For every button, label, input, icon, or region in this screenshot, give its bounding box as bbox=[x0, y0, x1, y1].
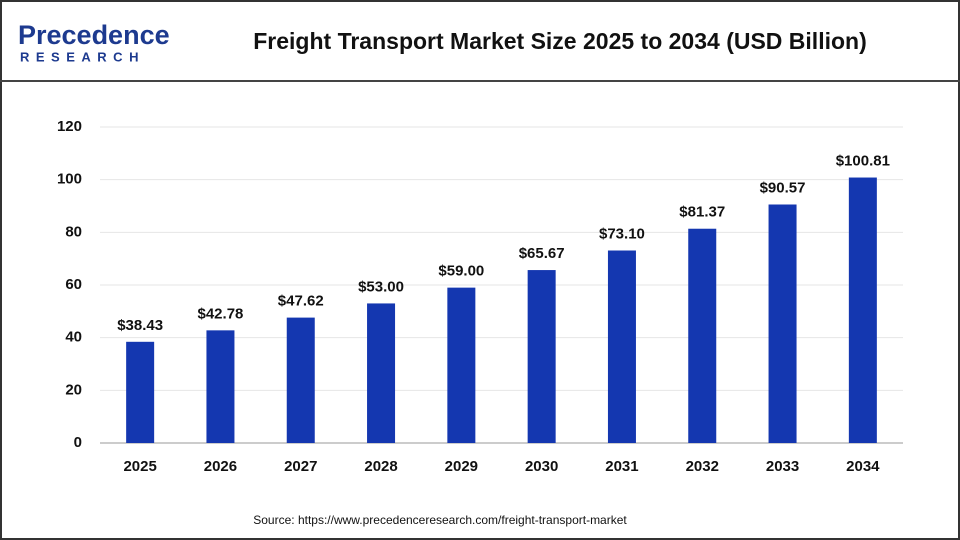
logo-tagline: RESEARCH bbox=[20, 49, 145, 64]
data-label: $47.62 bbox=[278, 293, 324, 310]
x-tick-label: 2032 bbox=[686, 458, 719, 475]
x-tick-label: 2028 bbox=[364, 458, 397, 475]
data-label: $73.10 bbox=[599, 225, 645, 242]
x-tick-label: 2025 bbox=[123, 458, 156, 475]
bar bbox=[447, 287, 476, 443]
chart-title: Freight Transport Market Size 2025 to 20… bbox=[253, 28, 867, 54]
data-label: $65.67 bbox=[519, 245, 565, 262]
bar bbox=[848, 177, 877, 443]
y-tick-label: 20 bbox=[65, 381, 82, 398]
bar bbox=[688, 228, 717, 443]
x-tick-label: 2030 bbox=[525, 458, 558, 475]
x-tick-label: 2031 bbox=[605, 458, 638, 475]
bar bbox=[206, 330, 235, 443]
x-tick-label: 2029 bbox=[445, 458, 478, 475]
y-tick-label: 80 bbox=[65, 223, 82, 240]
x-tick-label: 2033 bbox=[766, 458, 799, 475]
bar bbox=[607, 250, 636, 443]
bar bbox=[286, 317, 315, 443]
bar bbox=[126, 341, 155, 443]
y-tick-label: 40 bbox=[65, 329, 82, 346]
data-label: $59.00 bbox=[438, 263, 484, 280]
source-note: Source: https://www.precedenceresearch.c… bbox=[253, 513, 627, 527]
data-label: $81.37 bbox=[679, 204, 725, 221]
y-tick-label: 100 bbox=[57, 171, 82, 188]
data-label: $38.43 bbox=[117, 317, 163, 334]
data-label: $100.81 bbox=[836, 153, 890, 170]
logo-name: Precedence bbox=[18, 20, 170, 50]
bar bbox=[527, 270, 556, 443]
x-tick-label: 2027 bbox=[284, 458, 317, 475]
data-label: $42.78 bbox=[198, 305, 244, 322]
data-label: $53.00 bbox=[358, 278, 404, 295]
y-tick-label: 60 bbox=[65, 276, 82, 293]
bar bbox=[367, 303, 396, 443]
x-tick-label: 2034 bbox=[846, 458, 880, 475]
bar bbox=[768, 204, 797, 443]
y-tick-label: 0 bbox=[74, 434, 82, 451]
y-tick-label: 120 bbox=[57, 118, 82, 135]
data-label: $90.57 bbox=[760, 179, 806, 196]
x-tick-label: 2026 bbox=[204, 458, 237, 475]
